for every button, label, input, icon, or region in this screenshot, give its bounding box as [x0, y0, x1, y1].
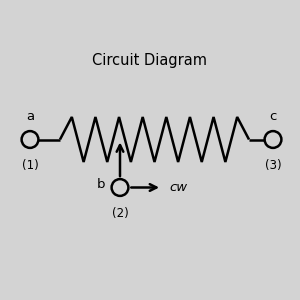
Text: Circuit Diagram: Circuit Diagram	[92, 52, 208, 68]
Text: cw: cw	[169, 181, 188, 194]
Text: (1): (1)	[22, 158, 38, 172]
Text: (2): (2)	[112, 206, 128, 220]
Text: c: c	[269, 110, 277, 124]
Text: b: b	[96, 178, 105, 191]
Text: a: a	[26, 110, 34, 124]
Text: (3): (3)	[265, 158, 281, 172]
